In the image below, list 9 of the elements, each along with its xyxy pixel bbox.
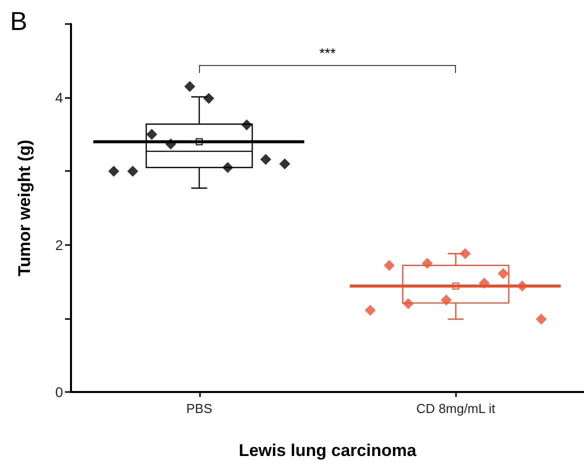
y-tick-label: 0 (55, 384, 64, 400)
y-tick-label: 4 (55, 90, 64, 106)
y-tick-label: 2 (55, 236, 64, 253)
text: B (10, 6, 28, 36)
x-tick-label: PBS (186, 401, 213, 416)
x-axis-title: Lewis lung carcinoma (238, 441, 417, 460)
x-tick-label: CD 8mg/mL it (416, 401, 496, 416)
annotation: *** (318, 45, 337, 62)
y-axis-title: Tumor weight (g) (15, 140, 34, 276)
